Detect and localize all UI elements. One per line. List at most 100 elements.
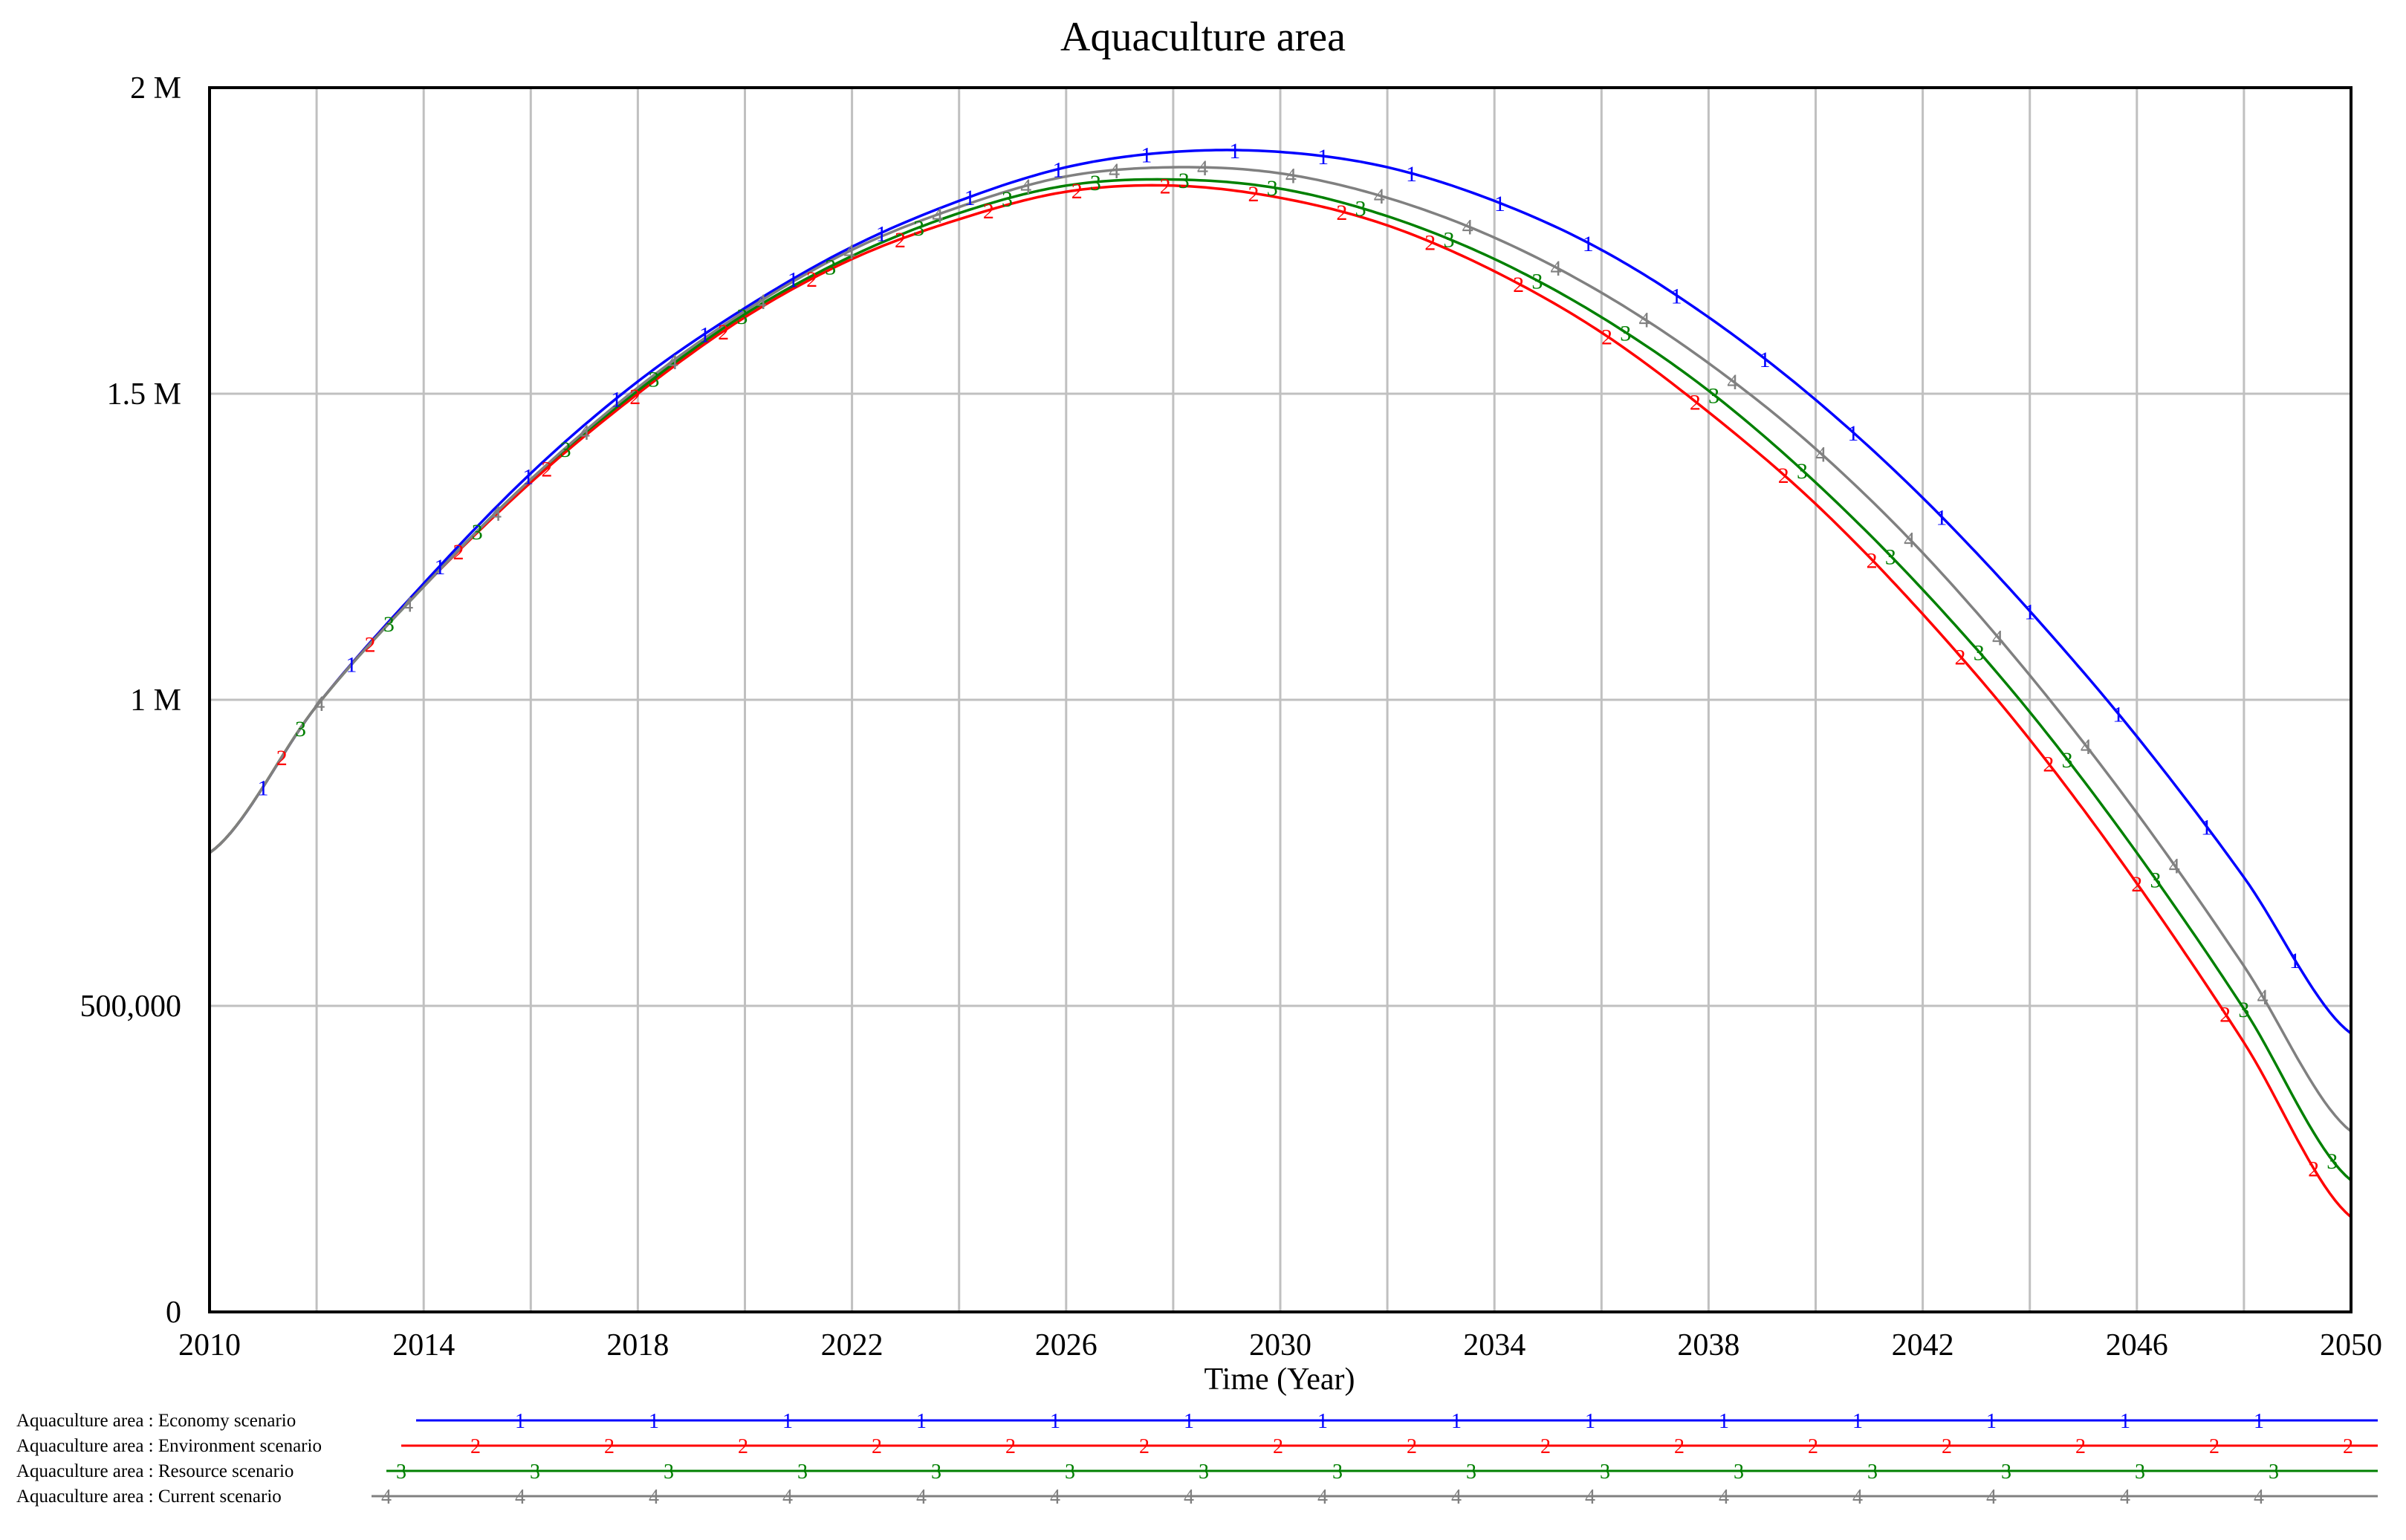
series-marker-3: 3: [383, 612, 395, 637]
series-marker-3: 3: [2326, 1149, 2338, 1174]
legend-marker: 3: [797, 1461, 808, 1484]
x-tick-label: 2050: [2320, 1328, 2382, 1362]
series-marker-3: 3: [1885, 545, 1896, 569]
legend-marker: 4: [381, 1486, 392, 1509]
legend-marker: 2: [2209, 1435, 2219, 1458]
series-marker-2: 2: [629, 385, 641, 409]
series-marker-3: 3: [472, 520, 483, 545]
series-marker-4: 4: [402, 592, 413, 617]
legend-label: Aquaculture area : Economy scenario: [16, 1411, 296, 1431]
legend-marker: 4: [649, 1486, 659, 1509]
series-marker-2: 2: [2131, 872, 2142, 897]
series-marker-4: 4: [490, 501, 502, 526]
series-marker-4: 4: [1815, 443, 1826, 467]
series-line-4: [208, 166, 2353, 1133]
series-marker-2: 2: [541, 457, 552, 481]
legend-marker: 4: [1184, 1486, 1194, 1509]
series-marker-1: 1: [434, 555, 445, 579]
series-marker-3: 3: [2238, 998, 2249, 1022]
legend-marker: 4: [916, 1486, 927, 1509]
legend-marker: 2: [738, 1435, 748, 1458]
legend-marker: 3: [2135, 1461, 2145, 1484]
y-tick-label: 500,000: [80, 990, 182, 1024]
series-marker-3: 3: [1797, 459, 1808, 484]
series-marker-1: 1: [1406, 162, 1417, 186]
legend-marker: 2: [1674, 1435, 1684, 1458]
series-marker-1: 1: [2024, 600, 2035, 625]
legend-marker: 2: [1005, 1435, 1016, 1458]
legend-marker: 3: [530, 1461, 540, 1484]
series-marker-1: 1: [1141, 143, 1152, 168]
series-line-1: [208, 149, 2353, 1035]
series-marker-4: 4: [1992, 626, 2003, 650]
series-marker-2: 2: [1248, 182, 1259, 207]
series-marker-1: 1: [964, 186, 976, 210]
series-marker-3: 3: [825, 256, 836, 280]
legend-marker: 4: [1719, 1486, 1729, 1509]
legend-marker: 4: [1050, 1486, 1060, 1509]
series-marker-1: 1: [1052, 158, 1063, 183]
legend-marker: 1: [916, 1410, 927, 1433]
series-marker-4: 4: [756, 290, 767, 314]
series-marker-3: 3: [1002, 187, 1013, 212]
series-marker-4: 4: [667, 350, 678, 374]
series-marker-3: 3: [649, 367, 660, 392]
series-marker-2: 2: [1424, 230, 1436, 255]
series-marker-2: 2: [895, 228, 906, 253]
y-axis-ticks: 0 500,000 1 M 1.5 M 2 M: [80, 71, 182, 1330]
series-marker-1: 1: [1229, 139, 1240, 163]
series-marker-2: 2: [983, 199, 994, 224]
series-marker-3: 3: [736, 305, 748, 329]
series-marker-2: 2: [453, 540, 464, 565]
series-marker-2: 2: [2043, 753, 2054, 777]
x-tick-label: 2018: [606, 1328, 669, 1362]
legend-marker: 4: [515, 1486, 525, 1509]
series-marker-4: 4: [1462, 215, 1473, 240]
series-marker-4: 4: [314, 692, 325, 716]
y-tick-label: 0: [166, 1296, 181, 1330]
series-marker-1: 1: [2201, 815, 2212, 839]
x-axis-ticks: 2010 2014 2018 2022 2026 2030 2034 2038 2042 2046…: [178, 1328, 2382, 1362]
legend-marker: 4: [1986, 1486, 1997, 1509]
series-marker-1: 1: [1317, 145, 1329, 169]
plot-frame: [208, 86, 2353, 1313]
legend-marker: 2: [1540, 1435, 1551, 1458]
series-marker-3: 3: [1355, 197, 1366, 221]
series-marker-3: 3: [1443, 228, 1454, 253]
series-marker-2: 2: [1601, 325, 1612, 349]
series-marker-2: 2: [1955, 645, 1966, 669]
legend-marker: 3: [2001, 1461, 2011, 1484]
legend-marker: 3: [1065, 1461, 1075, 1484]
series-marker-3: 3: [2062, 748, 2073, 773]
series-marker-1: 1: [1936, 505, 1947, 530]
series-marker-3: 3: [1620, 321, 1631, 345]
legend-marker: 3: [2269, 1461, 2279, 1484]
x-tick-label: 2010: [178, 1328, 241, 1362]
series-line-2: [208, 183, 2353, 1218]
legend-marker: 2: [1808, 1435, 1818, 1458]
legend-label: Aquaculture area : Resource scenario: [16, 1461, 294, 1481]
series-marker-2: 2: [806, 267, 817, 292]
series-marker-1: 1: [788, 267, 799, 292]
series-marker-4: 4: [1197, 156, 1208, 181]
legend-marker: 1: [2254, 1410, 2264, 1433]
y-tick-label: 1.5 M: [107, 377, 181, 412]
series-marker-1: 1: [1760, 348, 1771, 372]
legend-marker: 3: [931, 1461, 941, 1484]
legend-marker: 2: [1139, 1435, 1150, 1458]
x-tick-label: 2014: [392, 1328, 455, 1362]
series-marker-4: 4: [843, 240, 855, 264]
legend-label: Aquaculture area : Environment scenario: [16, 1436, 322, 1456]
legend-marker: 1: [2120, 1410, 2130, 1433]
series-marker-3: 3: [2150, 868, 2162, 892]
series-marker-3: 3: [1178, 169, 1190, 193]
series-marker-4: 4: [579, 420, 590, 445]
legend-marker: 4: [782, 1486, 793, 1509]
legend-marker: 2: [1942, 1435, 1952, 1458]
series-marker-3: 3: [1708, 383, 1719, 408]
legend-marker: 2: [604, 1435, 615, 1458]
series-lines: [208, 149, 2353, 1218]
series-marker-4: 4: [1285, 164, 1297, 189]
legend-marker: 3: [1600, 1461, 1610, 1484]
